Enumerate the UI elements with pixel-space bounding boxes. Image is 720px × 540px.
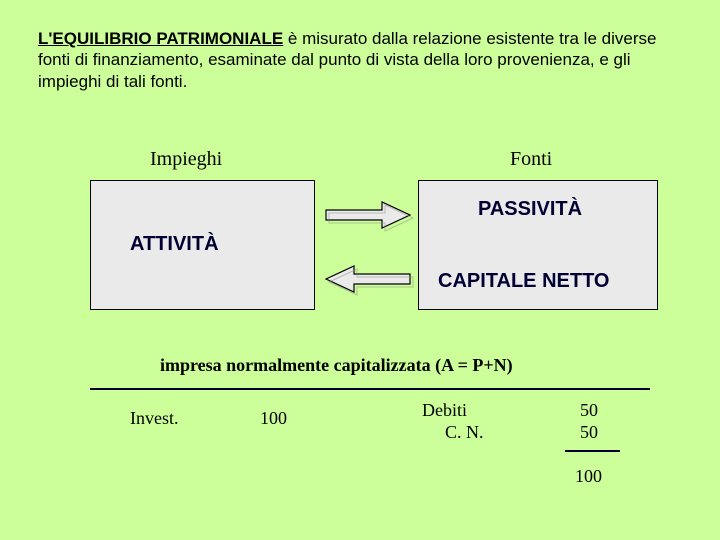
table-right-label2: C. N.	[445, 422, 484, 443]
left-box-label: ATTIVITÀ	[130, 233, 219, 256]
table-right-value2: 50	[580, 422, 598, 443]
subtitle: impresa normalmente capitalizzata (A = P…	[160, 355, 513, 376]
intro-title: L'EQUILIBRIO PATRIMONIALE	[38, 29, 283, 48]
right-column-header: Fonti	[510, 148, 552, 171]
table-total: 100	[575, 466, 602, 487]
right-box-label-top: PASSIVITÀ	[478, 198, 582, 221]
table-left-label: Invest.	[130, 408, 179, 429]
table-left-value: 100	[260, 408, 287, 429]
right-box-label-bottom: CAPITALE NETTO	[438, 270, 609, 293]
table-right-value1: 50	[580, 400, 598, 421]
table-sum-line	[565, 450, 620, 452]
arrow-left-icon	[320, 262, 415, 296]
table-right-label1: Debiti	[422, 400, 467, 421]
intro-paragraph: L'EQUILIBRIO PATRIMONIALE è misurato dal…	[38, 28, 678, 92]
table-top-line	[90, 388, 650, 390]
left-column-header: Impieghi	[150, 148, 222, 171]
arrow-right-icon	[320, 198, 415, 232]
